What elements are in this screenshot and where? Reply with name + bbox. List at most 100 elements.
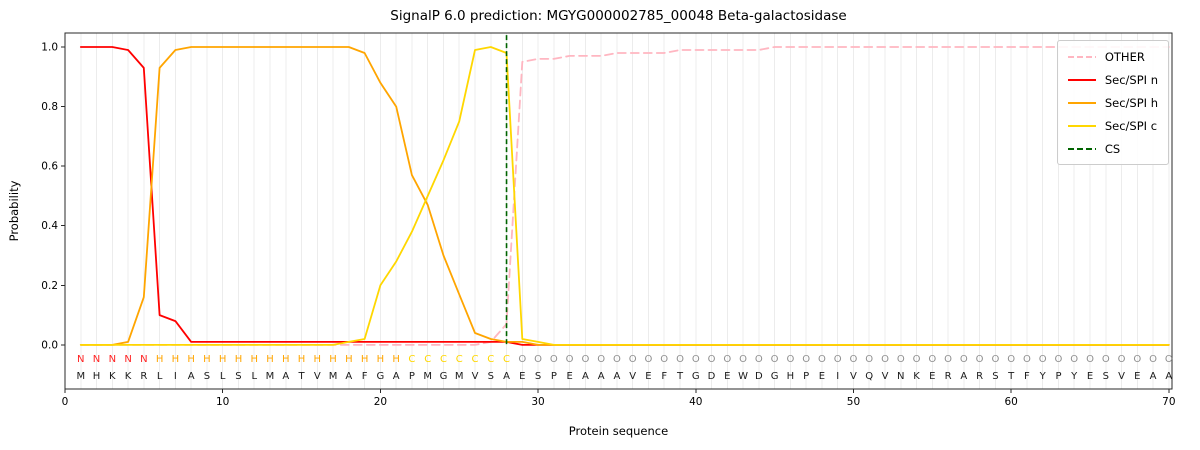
residue-letter: K: [125, 371, 132, 382]
residue-letter: P: [1055, 371, 1061, 382]
region-letter: O: [518, 354, 526, 365]
region-letter: H: [298, 354, 306, 365]
residue-letter: R: [140, 371, 147, 382]
residue-letter: L: [220, 371, 226, 382]
y-axis-ticks: 0.0 0.2 0.4 0.6 0.8 1.0: [41, 42, 65, 351]
region-letter: O: [1055, 354, 1063, 365]
y-tick-label: 0.0: [41, 339, 58, 351]
gridlines: [80, 33, 1170, 389]
region-letter: O: [802, 354, 810, 365]
residue-letter: Y: [1070, 371, 1078, 382]
region-letter: O: [1039, 354, 1047, 365]
residue-letter: L: [251, 371, 257, 382]
residue-letter: E: [1134, 371, 1140, 382]
y-tick-label: 0.8: [41, 101, 58, 113]
region-letter: N: [77, 354, 84, 365]
residue-letter: P: [409, 371, 415, 382]
region-letter: O: [944, 354, 952, 365]
residue-letter: I: [174, 371, 177, 382]
x-tick-label: 70: [1162, 396, 1175, 408]
residue-letter: E: [566, 371, 572, 382]
region-letter: H: [156, 354, 164, 365]
region-letter: O: [597, 354, 605, 365]
x-tick-label: 50: [847, 396, 860, 408]
y-tick-label: 0.4: [41, 220, 58, 232]
residue-letter: R: [976, 371, 983, 382]
residue-letter: V: [850, 371, 857, 382]
plot-frame: [64, 32, 1173, 390]
series-line-sec-spi-n: [79, 46, 1170, 346]
region-letter: O: [818, 354, 826, 365]
region-letter: N: [109, 354, 116, 365]
residue-letter: A: [582, 371, 589, 382]
region-letter: H: [266, 354, 274, 365]
legend-label: Sec/SPI n: [1104, 72, 1158, 87]
residue-letter: S: [488, 371, 494, 382]
region-letter: O: [566, 354, 574, 365]
region-letter: C: [472, 354, 479, 365]
legend-line-sample: [1067, 101, 1096, 104]
region-letter: C: [487, 354, 494, 365]
legend-line-sample: [1067, 55, 1096, 58]
residue-letter: A: [393, 371, 400, 382]
x-tick-label: 40: [689, 396, 702, 408]
residue-letter: A: [960, 371, 967, 382]
region-letter: H: [219, 354, 227, 365]
region-letter: H: [345, 354, 353, 365]
residue-letter: A: [1150, 371, 1157, 382]
residue-letter: G: [440, 371, 448, 382]
x-tick-label: 30: [531, 396, 544, 408]
series-line-sec-spi-c: [79, 46, 1170, 346]
x-tick-label: 60: [1004, 396, 1017, 408]
region-letter: O: [581, 354, 589, 365]
region-letter: C: [456, 354, 463, 365]
region-letter: O: [755, 354, 763, 365]
residue-letter: K: [913, 371, 920, 382]
region-letter: H: [250, 354, 258, 365]
region-letter: O: [1007, 354, 1015, 365]
region-letter: O: [660, 354, 668, 365]
series-line-other: [79, 46, 1170, 346]
residue-letter: M: [423, 371, 432, 382]
region-letter: O: [1070, 354, 1078, 365]
region-letter: O: [976, 354, 984, 365]
residue-letter: E: [929, 371, 935, 382]
region-letter: O: [928, 354, 936, 365]
legend-label: CS: [1104, 141, 1121, 156]
legend-label: Sec/SPI h: [1104, 95, 1158, 110]
region-letter: O: [991, 354, 999, 365]
chart-title: SignalP 6.0 prediction: MGYG000002785_00…: [390, 8, 847, 24]
region-letter: N: [140, 354, 147, 365]
region-letter: O: [913, 354, 921, 365]
residue-letter: F: [661, 371, 667, 382]
region-letter: O: [692, 354, 700, 365]
region-letter: H: [203, 354, 211, 365]
residue-letter: A: [503, 371, 510, 382]
region-letter: O: [739, 354, 747, 365]
region-letter: O: [1102, 354, 1110, 365]
residue-letter: T: [676, 371, 684, 382]
legend-item: OTHER: [1067, 48, 1158, 65]
region-letter: C: [408, 354, 415, 365]
region-letter: O: [645, 354, 653, 365]
region-letter: O: [1086, 354, 1094, 365]
residue-letter: Q: [865, 371, 873, 382]
residue-letter: E: [1087, 371, 1093, 382]
residue-letter: N: [897, 371, 904, 382]
y-tick-label: 1.0: [41, 42, 58, 54]
region-letter: O: [534, 354, 542, 365]
residue-letter: T: [297, 371, 305, 382]
residue-letter: E: [645, 371, 651, 382]
region-letter: O: [1133, 354, 1141, 365]
residue-letter: P: [803, 371, 809, 382]
residue-letter: T: [1007, 371, 1015, 382]
legend-label: OTHER: [1104, 49, 1145, 64]
residue-letter: A: [282, 371, 289, 382]
residue-letter: Y: [1039, 371, 1047, 382]
residue-letter: A: [188, 371, 195, 382]
region-letter: C: [503, 354, 510, 365]
region-letter: O: [881, 354, 889, 365]
residue-letter: E: [724, 371, 730, 382]
region-letter: C: [440, 354, 447, 365]
